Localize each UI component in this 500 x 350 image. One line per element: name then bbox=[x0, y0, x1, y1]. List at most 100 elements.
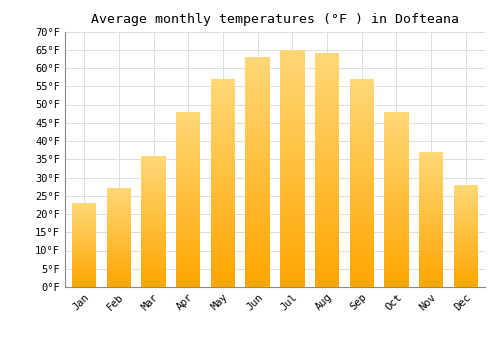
Bar bbox=[419, 158, 444, 159]
Bar bbox=[176, 259, 201, 261]
Bar bbox=[142, 232, 166, 233]
Bar bbox=[246, 73, 270, 76]
Bar bbox=[176, 257, 201, 259]
Bar bbox=[246, 204, 270, 206]
Bar bbox=[350, 131, 374, 133]
Bar bbox=[350, 266, 374, 268]
Bar bbox=[384, 124, 408, 126]
Bar bbox=[350, 166, 374, 168]
Bar bbox=[142, 163, 166, 165]
Bar bbox=[176, 142, 201, 143]
Bar bbox=[350, 239, 374, 241]
Bar bbox=[72, 215, 96, 216]
Bar bbox=[246, 108, 270, 110]
Bar bbox=[211, 239, 235, 241]
Bar bbox=[72, 216, 96, 217]
Bar bbox=[419, 257, 444, 259]
Bar bbox=[384, 145, 408, 147]
Bar bbox=[142, 247, 166, 249]
Bar bbox=[72, 241, 96, 243]
Bar bbox=[350, 254, 374, 256]
Bar bbox=[176, 136, 201, 138]
Bar bbox=[72, 210, 96, 211]
Bar bbox=[176, 247, 201, 248]
Bar bbox=[384, 161, 408, 163]
Bar bbox=[454, 277, 478, 278]
Bar bbox=[419, 248, 444, 249]
Bar bbox=[315, 128, 339, 131]
Bar bbox=[176, 117, 201, 119]
Bar bbox=[211, 129, 235, 131]
Bar bbox=[142, 268, 166, 270]
Bar bbox=[280, 216, 304, 218]
Bar bbox=[176, 140, 201, 142]
Bar bbox=[246, 145, 270, 147]
Bar bbox=[176, 214, 201, 215]
Bar bbox=[142, 246, 166, 247]
Bar bbox=[142, 283, 166, 284]
Bar bbox=[72, 254, 96, 255]
Bar bbox=[106, 271, 131, 272]
Bar bbox=[454, 261, 478, 262]
Bar bbox=[350, 144, 374, 146]
Bar bbox=[142, 208, 166, 209]
Bar bbox=[454, 264, 478, 265]
Bar bbox=[246, 105, 270, 108]
Bar bbox=[246, 140, 270, 142]
Bar bbox=[176, 250, 201, 252]
Bar bbox=[280, 206, 304, 209]
Bar bbox=[106, 228, 131, 229]
Bar bbox=[280, 133, 304, 135]
Bar bbox=[211, 212, 235, 214]
Bar bbox=[454, 215, 478, 216]
Bar bbox=[72, 285, 96, 286]
Bar bbox=[211, 227, 235, 229]
Bar bbox=[106, 270, 131, 271]
Bar bbox=[72, 229, 96, 230]
Bar bbox=[280, 235, 304, 237]
Bar bbox=[280, 214, 304, 216]
Bar bbox=[211, 220, 235, 223]
Bar bbox=[106, 206, 131, 207]
Bar bbox=[142, 187, 166, 188]
Bar bbox=[246, 66, 270, 69]
Bar bbox=[106, 279, 131, 280]
Bar bbox=[384, 228, 408, 229]
Bar bbox=[350, 98, 374, 100]
Bar bbox=[384, 115, 408, 117]
Bar bbox=[142, 238, 166, 240]
Bar bbox=[246, 96, 270, 98]
Bar bbox=[246, 114, 270, 117]
Bar bbox=[280, 271, 304, 273]
Bar bbox=[350, 270, 374, 272]
Bar bbox=[211, 208, 235, 210]
Bar bbox=[106, 253, 131, 254]
Bar bbox=[72, 209, 96, 210]
Bar bbox=[142, 231, 166, 232]
Bar bbox=[246, 285, 270, 287]
Bar bbox=[419, 267, 444, 268]
Bar bbox=[246, 165, 270, 167]
Bar bbox=[72, 228, 96, 229]
Bar bbox=[72, 266, 96, 267]
Bar bbox=[246, 275, 270, 278]
Bar bbox=[350, 274, 374, 277]
Bar bbox=[419, 168, 444, 169]
Bar bbox=[246, 225, 270, 227]
Bar bbox=[350, 141, 374, 144]
Bar bbox=[315, 152, 339, 154]
Bar bbox=[384, 182, 408, 184]
Bar bbox=[454, 275, 478, 276]
Bar bbox=[350, 87, 374, 89]
Bar bbox=[176, 112, 201, 113]
Bar bbox=[384, 156, 408, 158]
Bar bbox=[350, 212, 374, 214]
Bar bbox=[315, 201, 339, 203]
Bar bbox=[384, 226, 408, 228]
Bar bbox=[211, 114, 235, 117]
Bar bbox=[176, 224, 201, 226]
Bar bbox=[246, 62, 270, 64]
Bar bbox=[72, 213, 96, 214]
Bar bbox=[419, 237, 444, 238]
Bar bbox=[176, 282, 201, 284]
